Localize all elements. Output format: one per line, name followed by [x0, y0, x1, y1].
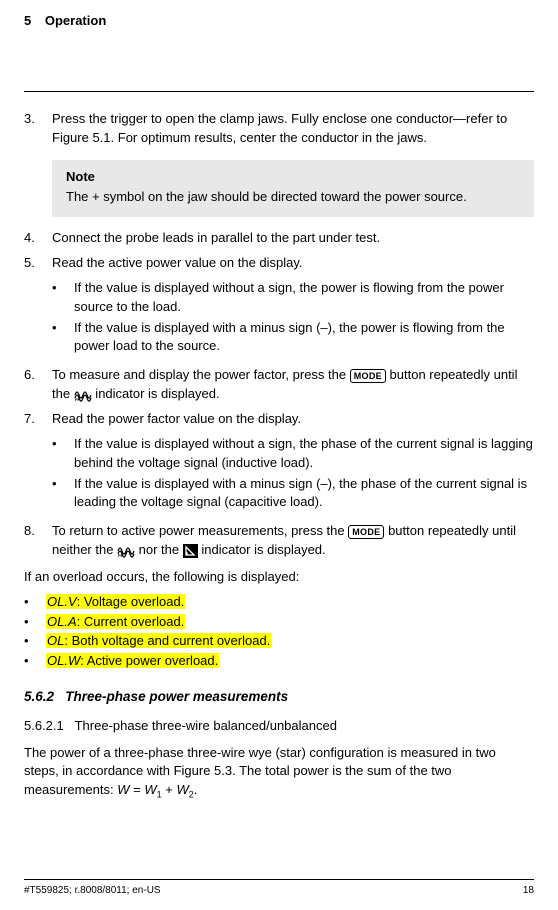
content-area: 3. Press the trigger to open the clamp j…: [24, 91, 534, 802]
step-number: 5.: [24, 254, 52, 273]
phase-angle-icon: [183, 544, 198, 558]
text-fragment: To return to active power measurements, …: [52, 523, 348, 538]
bullet: •: [52, 279, 74, 317]
step-text: Read the power factor value on the displ…: [52, 410, 534, 429]
overload-desc: : Active power overload.: [80, 653, 218, 668]
three-wire-paragraph: The power of a three-phase three-wire wy…: [24, 744, 534, 802]
heading-number: 5.6.2.1: [24, 718, 64, 733]
list-item: • If the value is displayed with a minus…: [52, 319, 534, 357]
overload-item: OL.W: Active power overload.: [46, 652, 219, 671]
step-number: 7.: [24, 410, 52, 429]
bullet: •: [52, 475, 74, 513]
eq-equals: =: [129, 782, 144, 797]
bullet: •: [24, 632, 46, 651]
list-item: • If the value is displayed without a si…: [52, 279, 534, 317]
svg-text:PF: PF: [75, 397, 81, 402]
overload-item: OL.V: Voltage overload.: [46, 593, 185, 612]
eq-w1: W: [144, 782, 156, 797]
chapter-title: Operation: [45, 13, 106, 28]
bullet-text: If the value is displayed with a minus s…: [74, 319, 534, 357]
list-item: • If the value is displayed with a minus…: [52, 475, 534, 513]
text-fragment: To measure and display the power factor,…: [52, 367, 350, 382]
eq-plus: +: [162, 782, 177, 797]
list-item: • OL.W: Active power overload.: [24, 652, 534, 671]
mode-button-icon: MODE: [350, 369, 386, 383]
step-text: To return to active power measurements, …: [52, 522, 534, 560]
bullet-text: If the value is displayed without a sign…: [74, 279, 534, 317]
list-item: • OL.V: Voltage overload.: [24, 593, 534, 612]
eq-w2: W: [176, 782, 188, 797]
step-6: 6. To measure and display the power fact…: [24, 366, 534, 404]
note-text: The + symbol on the jaw should be direct…: [66, 188, 520, 207]
overload-code: OL.V: [47, 594, 77, 609]
overload-desc: : Current overload.: [77, 614, 185, 629]
bullet: •: [52, 435, 74, 473]
step-4: 4. Connect the probe leads in parallel t…: [24, 229, 534, 248]
bullet-text: If the value is displayed with a minus s…: [74, 475, 534, 513]
overload-desc: : Both voltage and current overload.: [64, 633, 270, 648]
step-5-bullets: • If the value is displayed without a si…: [52, 279, 534, 356]
note-title: Note: [66, 168, 520, 187]
step-text: Connect the probe leads in parallel to t…: [52, 229, 534, 248]
overload-code: OL.W: [47, 653, 80, 668]
text-fragment: indicator is displayed.: [198, 542, 326, 557]
list-item: • If the value is displayed without a si…: [52, 435, 534, 473]
bullet: •: [24, 613, 46, 632]
step-5: 5. Read the active power value on the di…: [24, 254, 534, 273]
overload-code: OL: [47, 633, 64, 648]
bullet: •: [24, 593, 46, 612]
step-text: To measure and display the power factor,…: [52, 366, 534, 404]
bullet: •: [52, 319, 74, 357]
step-3: 3. Press the trigger to open the clamp j…: [24, 110, 534, 148]
text-fragment: indicator is displayed.: [92, 386, 220, 401]
step-8: 8. To return to active power measurement…: [24, 522, 534, 560]
overload-intro: If an overload occurs, the following is …: [24, 568, 534, 587]
power-factor-wave-icon: PF: [74, 388, 92, 402]
page-footer: #T559825; r.8008/8011; en-US 18: [24, 879, 534, 899]
text-fragment: nor the: [135, 542, 183, 557]
mode-button-icon: MODE: [348, 525, 384, 539]
list-item: • OL: Both voltage and current overload.: [24, 632, 534, 651]
overload-item: OL: Both voltage and current overload.: [46, 632, 271, 651]
eq-w: W: [117, 782, 129, 797]
step-number: 3.: [24, 110, 52, 148]
heading-5-6-2: 5.6.2 Three-phase power measurements: [24, 687, 534, 707]
step-number: 6.: [24, 366, 52, 404]
heading-title: Three-phase power measurements: [65, 689, 288, 704]
page-number: 18: [523, 884, 534, 899]
eq-dot: .: [194, 782, 198, 797]
step-number: 8.: [24, 522, 52, 560]
overload-desc: : Voltage overload.: [77, 594, 185, 609]
overload-list: • OL.V: Voltage overload. • OL.A: Curren…: [24, 593, 534, 671]
power-factor-wave-icon: PF: [117, 544, 135, 558]
text-fragment: The power of a three-phase three-wire wy…: [24, 745, 496, 798]
note-box: Note The + symbol on the jaw should be d…: [52, 160, 534, 218]
heading-number: 5.6.2: [24, 689, 54, 704]
page-header: 5 Operation: [24, 12, 534, 31]
step-text: Press the trigger to open the clamp jaws…: [52, 110, 534, 148]
chapter-number: 5: [24, 13, 31, 28]
step-7: 7. Read the power factor value on the di…: [24, 410, 534, 429]
step-number: 4.: [24, 229, 52, 248]
bullet-text: If the value is displayed without a sign…: [74, 435, 534, 473]
overload-item: OL.A: Current overload.: [46, 613, 185, 632]
list-item: • OL.A: Current overload.: [24, 613, 534, 632]
overload-code: OL.A: [47, 614, 77, 629]
heading-5-6-2-1: 5.6.2.1 Three-phase three-wire balanced/…: [24, 717, 534, 736]
step-text: Read the active power value on the displ…: [52, 254, 534, 273]
heading-title: Three-phase three-wire balanced/unbalanc…: [75, 718, 337, 733]
bullet: •: [24, 652, 46, 671]
svg-text:PF: PF: [118, 553, 124, 558]
doc-id: #T559825; r.8008/8011; en-US: [24, 884, 161, 899]
step-7-bullets: • If the value is displayed without a si…: [52, 435, 534, 512]
